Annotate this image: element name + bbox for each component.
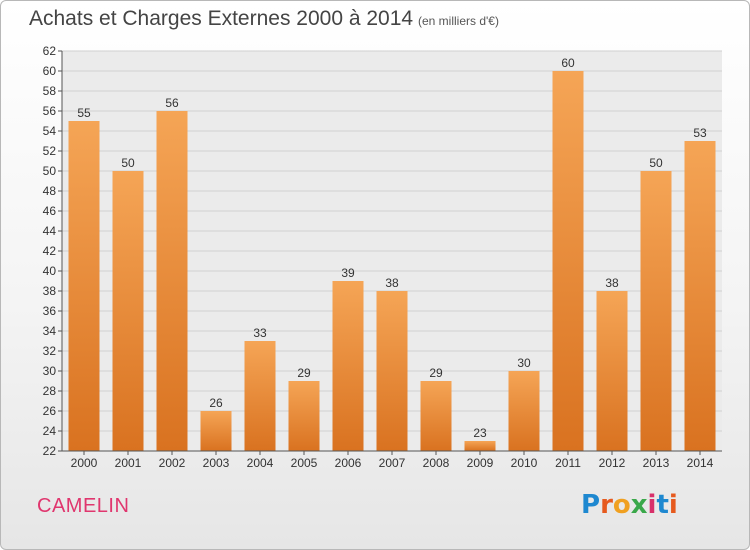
y-tick-label: 40 [43, 264, 57, 278]
x-tick-label: 2006 [335, 456, 362, 470]
x-tick-label: 2001 [115, 456, 142, 470]
y-tick-label: 36 [43, 304, 57, 318]
data-label: 60 [561, 56, 575, 70]
bar [596, 291, 628, 451]
x-tick-label: 2000 [71, 456, 98, 470]
y-tick-label: 58 [43, 84, 57, 98]
bar [420, 381, 452, 451]
logo-letter: i [668, 490, 678, 520]
y-tick-label: 60 [43, 64, 57, 78]
y-tick-label: 22 [43, 444, 57, 458]
data-label: 53 [693, 126, 707, 140]
proxiti-logo: Proxiti [581, 490, 678, 520]
chart-subtitle: (en milliers d'€) [418, 14, 499, 28]
y-tick-label: 38 [43, 284, 57, 298]
data-label: 39 [341, 266, 355, 280]
data-label: 50 [649, 156, 663, 170]
y-tick-label: 46 [43, 204, 57, 218]
data-label: 56 [165, 96, 179, 110]
y-tick-label: 30 [43, 364, 57, 378]
data-label: 55 [77, 106, 91, 120]
bar [68, 121, 100, 451]
x-tick-label: 2002 [159, 456, 186, 470]
logo-letter: t [656, 490, 669, 520]
logo-letter: r [600, 490, 613, 520]
x-tick-label: 2005 [291, 456, 318, 470]
data-label: 29 [429, 366, 443, 380]
logo-letter: P [581, 490, 601, 520]
bar [640, 171, 672, 451]
y-tick-label: 28 [43, 384, 57, 398]
bar [156, 111, 188, 451]
y-tick-label: 54 [43, 124, 57, 138]
x-tick-label: 2014 [687, 456, 714, 470]
x-tick-label: 2009 [467, 456, 494, 470]
x-tick-label: 2003 [203, 456, 230, 470]
y-tick-label: 52 [43, 144, 57, 158]
chart-title: Achats et Charges Externes 2000 à 2014 [29, 7, 414, 30]
data-label: 38 [385, 276, 399, 290]
y-tick-label: 24 [43, 424, 57, 438]
x-tick-label: 2008 [423, 456, 450, 470]
x-tick-label: 2012 [599, 456, 626, 470]
logo-letter: o [612, 490, 631, 520]
x-tick-label: 2010 [511, 456, 538, 470]
data-label: 26 [209, 396, 223, 410]
x-tick-label: 2011 [555, 456, 581, 470]
y-tick-label: 32 [43, 344, 57, 358]
x-tick-label: 2004 [247, 456, 274, 470]
data-label: 30 [517, 356, 531, 370]
y-tick-label: 50 [43, 164, 57, 178]
y-tick-label: 26 [43, 404, 57, 418]
y-tick-label: 56 [43, 104, 57, 118]
x-tick-label: 2007 [379, 456, 406, 470]
commune-name: CAMELIN [37, 495, 130, 517]
bar [200, 411, 232, 451]
axes: 22 24 26 28 30 32 34 36 38 40 42 44 46 48 50 52 54 56 58 60… [43, 44, 722, 470]
bar [552, 71, 584, 451]
bar [508, 371, 540, 451]
bar [332, 281, 364, 451]
logo-letter: x [630, 490, 648, 520]
y-tick-label: 48 [43, 184, 57, 198]
data-label: 38 [605, 276, 619, 290]
bar [112, 171, 144, 451]
logo-letter: i [647, 490, 657, 520]
bars: 55 50 56 26 33 29 39 38 29 23 30 60 38 50 53 [68, 56, 716, 451]
x-tick-label: 2013 [643, 456, 670, 470]
data-label: 33 [253, 326, 267, 340]
bar [288, 381, 320, 451]
bar [376, 291, 408, 451]
bar [464, 441, 496, 451]
data-label: 29 [297, 366, 311, 380]
bar [244, 341, 276, 451]
y-tick-label: 62 [43, 44, 57, 58]
data-label: 23 [473, 426, 487, 440]
y-tick-label: 44 [43, 224, 57, 238]
y-tick-label: 42 [43, 244, 57, 258]
data-label: 50 [121, 156, 135, 170]
y-tick-label: 34 [43, 324, 57, 338]
bar [684, 141, 716, 451]
